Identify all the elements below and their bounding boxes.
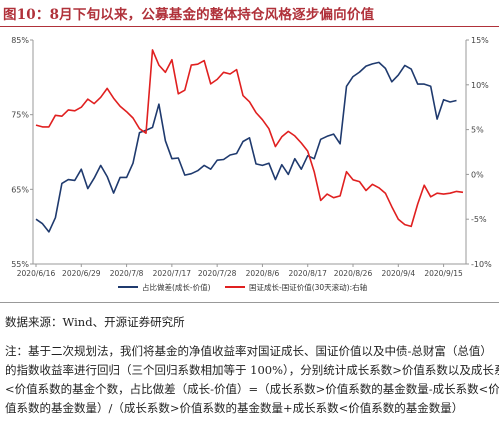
legend-label: 占比做差(成长-价值)	[142, 282, 211, 292]
y-right-tick-label: -10%	[471, 260, 492, 269]
y-right-tick-label: 0%	[471, 170, 484, 179]
line-chart: 55% 65% 75% 85% -10% -5% 0% 5% 10% 15% 2020/6/16 20…	[11, 36, 492, 292]
x-tick-label: 2020/9/4	[381, 269, 415, 278]
y-right-tick-label: 10%	[471, 81, 489, 90]
note-line: 值系数的基金数量）/（成长系数>价值系数的基金数量+成长系数<价值系数的基金数量…	[5, 401, 464, 415]
data-source: 数据来源：Wind、开源证券研究所	[5, 315, 185, 329]
y-right-tick-label: -5%	[471, 215, 487, 224]
x-tick-label: 2020/7/8	[110, 269, 144, 278]
x-tick-label: 2020/6/16	[17, 269, 56, 278]
x-tick-label: 2020/7/28	[198, 269, 237, 278]
y-left-tick-label: 65%	[11, 185, 29, 194]
y-right-tick-label: 15%	[471, 36, 489, 45]
y-left-tick-label: 85%	[11, 36, 29, 45]
chart-divider	[0, 302, 499, 303]
series-line-1	[35, 61, 457, 233]
note-line: 的指数收益率进行回归（三个回归系数相加等于 100%），分别统计成长系数>价值系…	[5, 363, 499, 377]
legend-label: 国证成长-国证价值(30天滚动):右轴	[249, 282, 367, 292]
title-divider	[0, 26, 499, 27]
x-tick-label: 2020/8/6	[246, 269, 280, 278]
x-tick-label: 2020/8/17	[288, 269, 327, 278]
x-tick-label: 2020/8/26	[334, 269, 373, 278]
note-line: 注：基于二次规划法，我们将基金的净值收益率对国证成长、国证价值以及中债-总财富（…	[5, 344, 492, 358]
figure-title: 图10：8月下旬以来，公募基金的整体持仓风格逐步偏向价值	[3, 7, 375, 23]
y-right-tick-label: 5%	[471, 126, 484, 135]
chart-note: 注：基于二次规划法，我们将基金的净值收益率对国证成长、国证价值以及中债-总财富（…	[5, 342, 499, 418]
note-line: <价值系数的基金个数，占比做差（成长-价值）=（成长系数>价值系数的基金数量-成…	[5, 382, 499, 396]
series-line-2	[35, 49, 464, 228]
x-tick-label: 2020/9/15	[424, 269, 463, 278]
y-left-tick-label: 75%	[11, 111, 29, 120]
y-left-tick-label: 55%	[11, 260, 29, 269]
x-tick-label: 2020/6/29	[62, 269, 101, 278]
x-tick-label: 2020/7/17	[153, 269, 192, 278]
